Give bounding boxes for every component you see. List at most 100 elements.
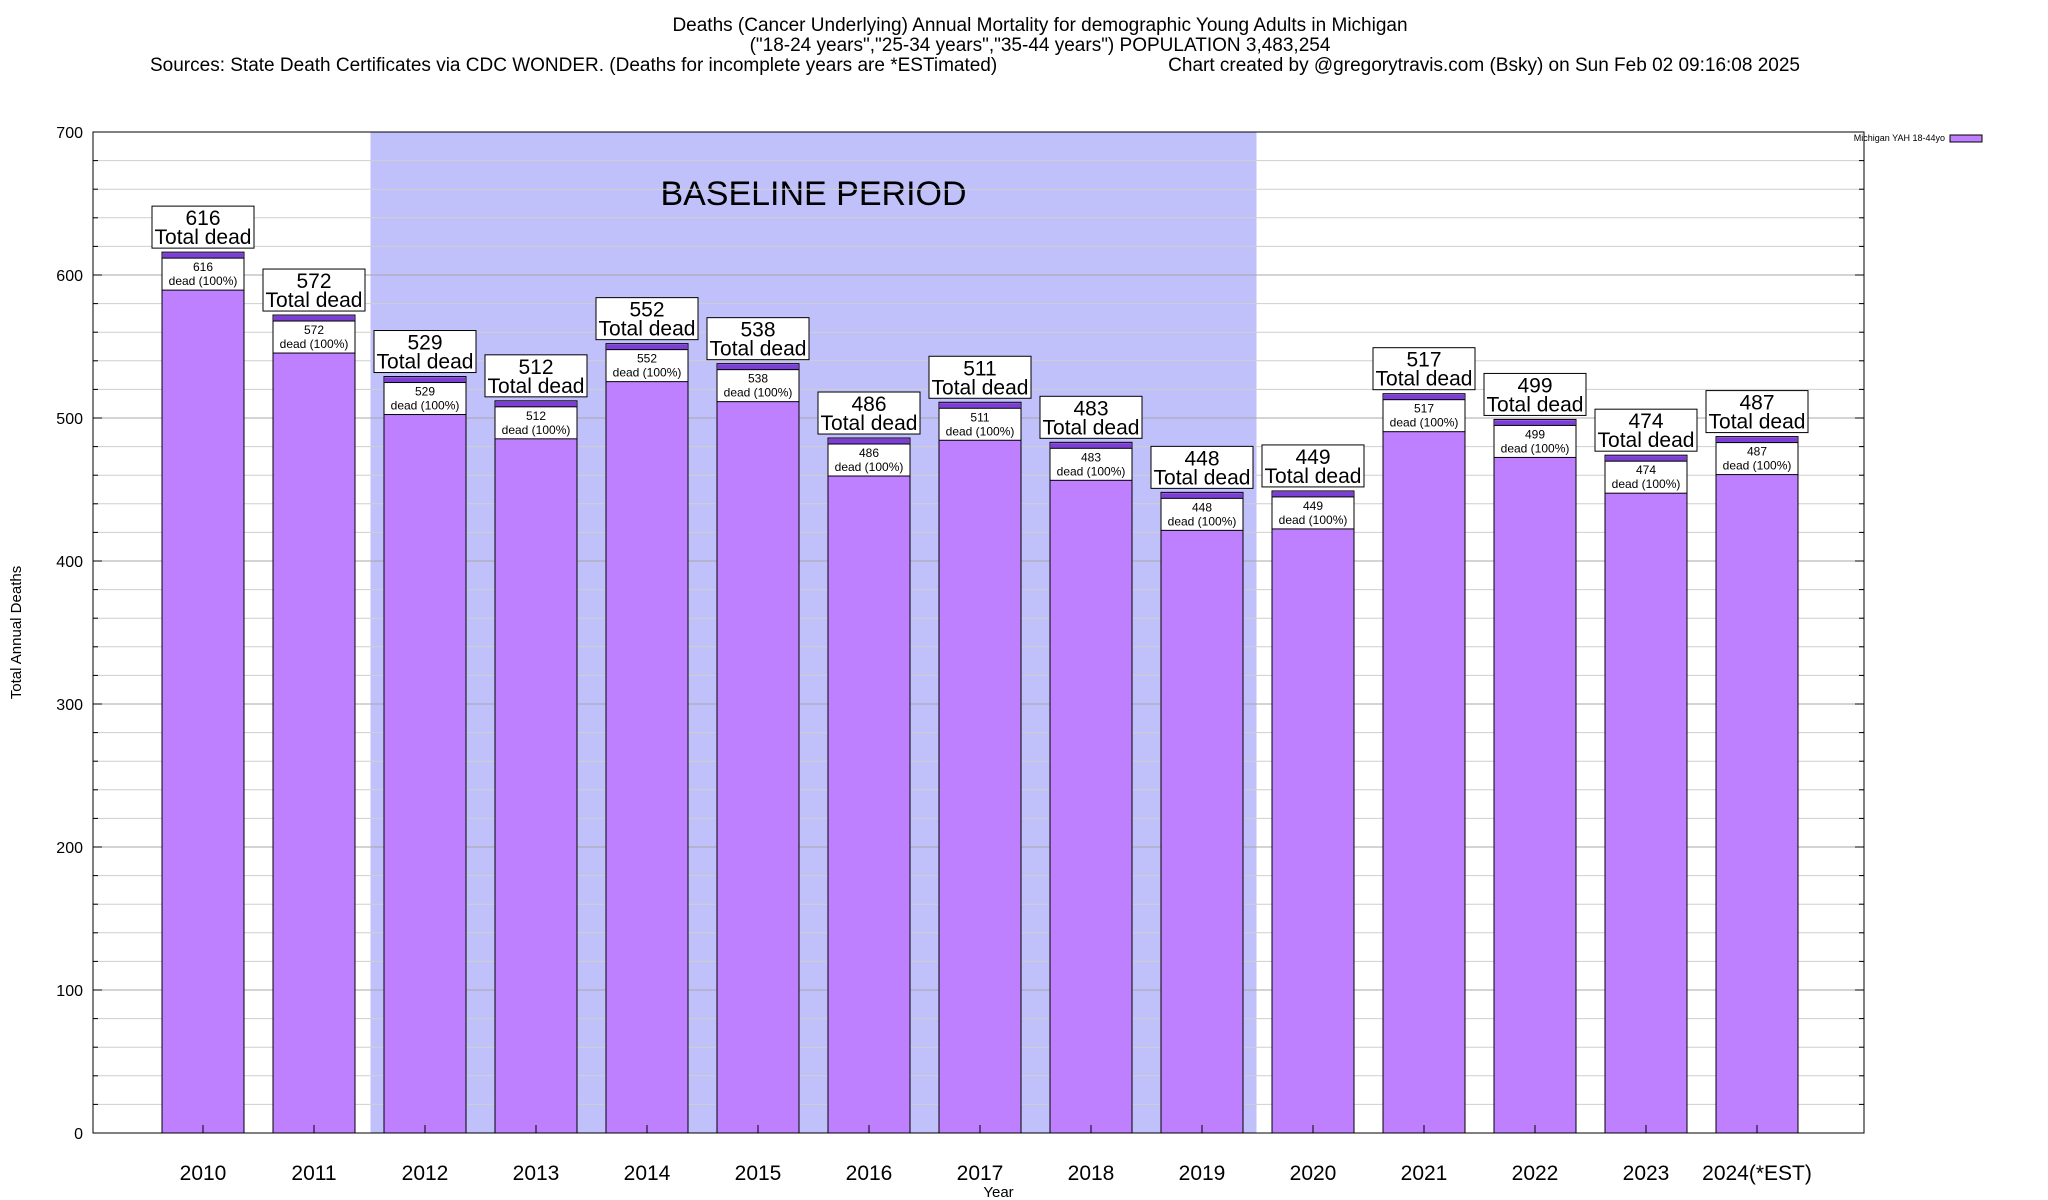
x-tick-label: 2015 bbox=[735, 1162, 782, 1185]
bar-total-value: 512 bbox=[518, 356, 553, 379]
bar-total-value: 572 bbox=[296, 270, 331, 293]
bar-inner-label-box bbox=[1160, 497, 1244, 531]
bar-total-label: Total dead bbox=[377, 351, 474, 374]
bar bbox=[827, 437, 911, 1134]
bar bbox=[272, 314, 356, 1134]
bar bbox=[1271, 490, 1355, 1134]
x-tick-label: 2014 bbox=[624, 1162, 671, 1185]
bar-total-label: Total dead bbox=[710, 338, 807, 361]
bar-total-label-box bbox=[1150, 445, 1254, 489]
bar-cap bbox=[607, 344, 687, 350]
bar-total-label-box bbox=[595, 297, 699, 341]
bar bbox=[494, 400, 578, 1134]
bar-total-label-box bbox=[151, 205, 255, 249]
bar-total-label-box bbox=[1039, 395, 1143, 439]
bar-total-label-box bbox=[817, 391, 921, 435]
bar bbox=[938, 401, 1022, 1134]
bar-total-label-box bbox=[262, 268, 366, 312]
bar-inner-label-box bbox=[161, 257, 245, 291]
x-tick-label: 2019 bbox=[1179, 1162, 1226, 1185]
bar-inner-dead-label: dead (100%) bbox=[1168, 514, 1237, 528]
bar-inner-dead-label: dead (100%) bbox=[1057, 464, 1126, 478]
x-tick-label: 2023 bbox=[1623, 1162, 1670, 1185]
bar-inner-dead-label: dead (100%) bbox=[280, 337, 349, 351]
y-tick-label: 100 bbox=[56, 983, 83, 1000]
bar-inner-value: 499 bbox=[1525, 427, 1545, 441]
x-tick-label: 2010 bbox=[180, 1162, 227, 1185]
bar-inner-value: 517 bbox=[1414, 402, 1434, 416]
bar-total-label-box bbox=[373, 330, 477, 374]
bar-total-label-box bbox=[1483, 372, 1587, 416]
y-tick-label: 600 bbox=[56, 268, 83, 285]
legend-swatch bbox=[1949, 134, 1983, 143]
bar-total-label-box bbox=[1594, 408, 1698, 452]
bar-inner-dead-label: dead (100%) bbox=[1279, 513, 1348, 527]
bar-total-value: 616 bbox=[185, 207, 220, 230]
bar bbox=[1160, 491, 1244, 1134]
bar-total-label-box bbox=[1261, 444, 1365, 488]
bar bbox=[1493, 418, 1577, 1134]
y-tick-label: 400 bbox=[56, 554, 83, 571]
bar-inner-value: 483 bbox=[1081, 450, 1101, 464]
bar-inner-label-box bbox=[494, 406, 578, 440]
bar-inner-dead-label: dead (100%) bbox=[613, 366, 682, 380]
bar-cap bbox=[274, 316, 354, 322]
bar-total-value: 448 bbox=[1184, 447, 1219, 470]
bar bbox=[161, 251, 245, 1134]
bar-inner-dead-label: dead (100%) bbox=[1723, 459, 1792, 473]
bar-inner-label-box bbox=[383, 382, 467, 416]
bar-cap bbox=[1384, 394, 1464, 400]
bar-inner-value: 486 bbox=[859, 446, 879, 460]
y-tick-label: 0 bbox=[74, 1126, 83, 1143]
bar-cap bbox=[1273, 491, 1353, 497]
bar-total-label-box bbox=[928, 355, 1032, 399]
bar-cap bbox=[385, 377, 465, 383]
bar-inner-label-box bbox=[1604, 460, 1688, 494]
axes: 0 100 200 300 400 500 600 700 bbox=[56, 125, 1865, 1143]
bar-total-label: Total dead bbox=[488, 375, 585, 398]
bar-inner-value: 512 bbox=[526, 409, 546, 423]
bar-inner-dead-label: dead (100%) bbox=[502, 423, 571, 437]
bar-inner-label-box bbox=[1049, 447, 1133, 481]
legend-label: Michigan YAH 18-44yo bbox=[1854, 133, 1945, 143]
bar bbox=[716, 363, 800, 1134]
bar-inner-value: 572 bbox=[304, 323, 324, 337]
bar-total-label-box bbox=[1372, 347, 1476, 391]
bar-cap bbox=[1717, 437, 1797, 443]
bar-total-label: Total dead bbox=[599, 318, 696, 341]
bar-total-label-box bbox=[1705, 390, 1809, 434]
bar-cap bbox=[1495, 420, 1575, 426]
x-tick-label: 2013 bbox=[513, 1162, 560, 1185]
bar-total-label: Total dead bbox=[1043, 416, 1140, 439]
x-tick-label: 2011 bbox=[291, 1162, 336, 1185]
bar-total-value: 511 bbox=[963, 357, 996, 380]
bar-inner-label-box bbox=[1715, 442, 1799, 476]
chart-subtitle: ("18-24 years","25-34 years","35-44 year… bbox=[750, 35, 1331, 56]
x-tick-label: 2018 bbox=[1068, 1162, 1115, 1185]
bar-cap bbox=[1051, 443, 1131, 449]
legend: Michigan YAH 18-44yo bbox=[1854, 133, 1983, 143]
bar-total-value: 474 bbox=[1628, 410, 1663, 433]
bar-total-value: 483 bbox=[1073, 397, 1108, 420]
y-tick-label: 500 bbox=[56, 411, 83, 428]
x-tick-label: 2012 bbox=[402, 1162, 449, 1185]
bar-total-label: Total dead bbox=[1487, 393, 1584, 416]
bar-inner-value: 474 bbox=[1636, 463, 1656, 477]
bar-inner-value: 448 bbox=[1192, 500, 1212, 514]
bar-total-label: Total dead bbox=[266, 289, 363, 312]
bar-cap bbox=[829, 439, 909, 445]
bar-inner-dead-label: dead (100%) bbox=[169, 274, 238, 288]
bar-total-value: 552 bbox=[629, 299, 664, 322]
bar-total-label: Total dead bbox=[1376, 368, 1473, 391]
bar-cap bbox=[1162, 493, 1242, 499]
bar-cap bbox=[163, 253, 243, 259]
bar-total-label-box bbox=[484, 354, 588, 398]
y-axis-title: Total Annual Deaths bbox=[8, 566, 25, 699]
bar-inner-value: 616 bbox=[193, 260, 213, 274]
bar-inner-dead-label: dead (100%) bbox=[946, 424, 1015, 438]
bar-inner-dead-label: dead (100%) bbox=[1390, 416, 1459, 430]
chart-titles: Deaths (Cancer Underlying) Annual Mortal… bbox=[150, 15, 1800, 76]
bar-inner-value: 511 bbox=[970, 410, 989, 424]
chart-sources: Sources: State Death Certificates via CD… bbox=[150, 55, 997, 76]
x-tick-label: 2022 bbox=[1512, 1162, 1559, 1185]
